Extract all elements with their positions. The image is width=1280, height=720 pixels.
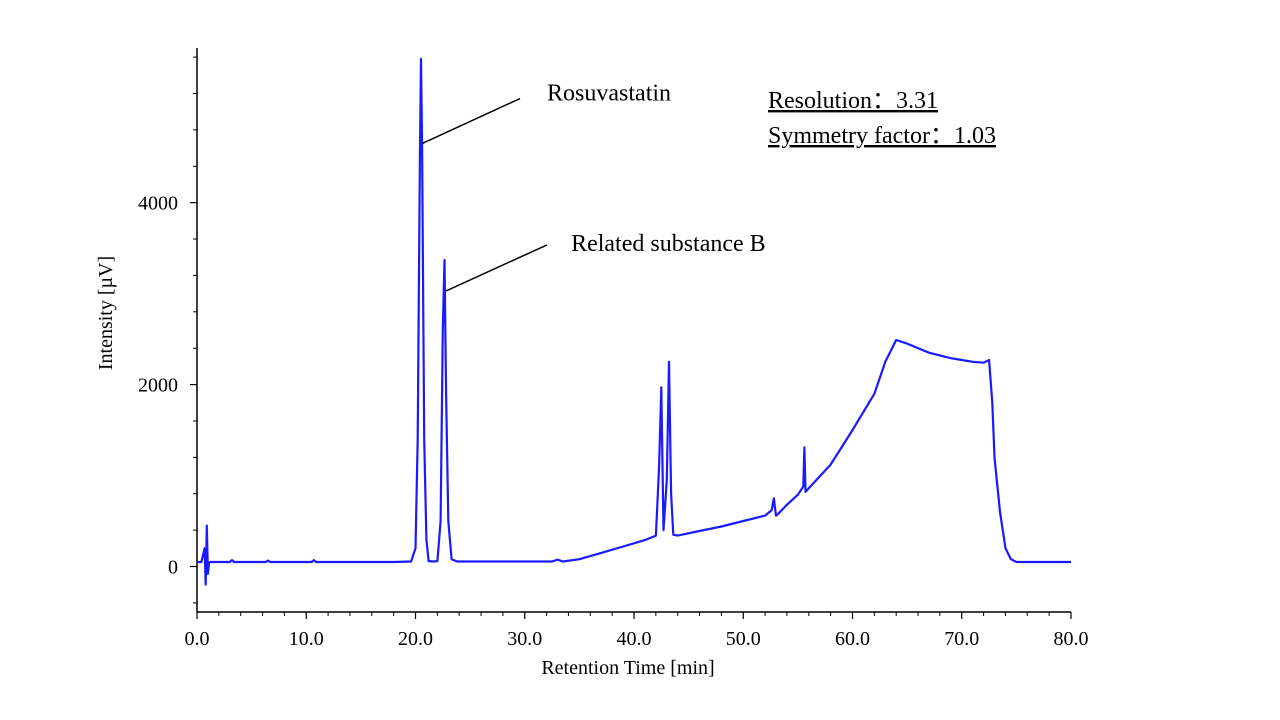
x-tick-label: 10.0 [289, 628, 324, 650]
x-tick-label: 40.0 [617, 628, 652, 650]
y-tick-label: 2000 [138, 375, 178, 397]
x-tick-label: 60.0 [835, 628, 870, 650]
symmetry-factor-value: Symmetry factor：1.03 [768, 123, 996, 149]
annotation-leader-line [421, 97, 521, 145]
x-tick-label: 80.0 [1054, 628, 1089, 650]
x-axis-label: Retention Time [min] [541, 657, 714, 679]
peak-label: Related substance B [571, 231, 766, 257]
x-tick-label: 50.0 [726, 628, 761, 650]
y-axis-label: Intensity [µV] [95, 256, 117, 370]
annotation-leader-line [445, 244, 548, 292]
y-tick-label: 4000 [138, 193, 178, 215]
y-axis-ticks: 0 2000 4000 [138, 56, 197, 604]
x-tick-label: 30.0 [507, 628, 542, 650]
peak-label: Rosuvastatin [547, 81, 671, 107]
x-tick-label: 70.0 [944, 628, 979, 650]
x-tick-label: 20.0 [398, 628, 433, 650]
peak-annotations: Rosuvastatin Related substance B [421, 81, 766, 292]
chromatogram-trace [197, 57, 1071, 586]
y-tick-label: 0 [168, 557, 178, 579]
resolution-value: Resolution：3.31 [768, 88, 938, 114]
x-tick-label: 0.0 [185, 628, 210, 650]
x-axis-ticks: 0.0 10.0 20.0 30.0 40.0 50.0 60.0 70.0 80.0 [185, 612, 1089, 650]
